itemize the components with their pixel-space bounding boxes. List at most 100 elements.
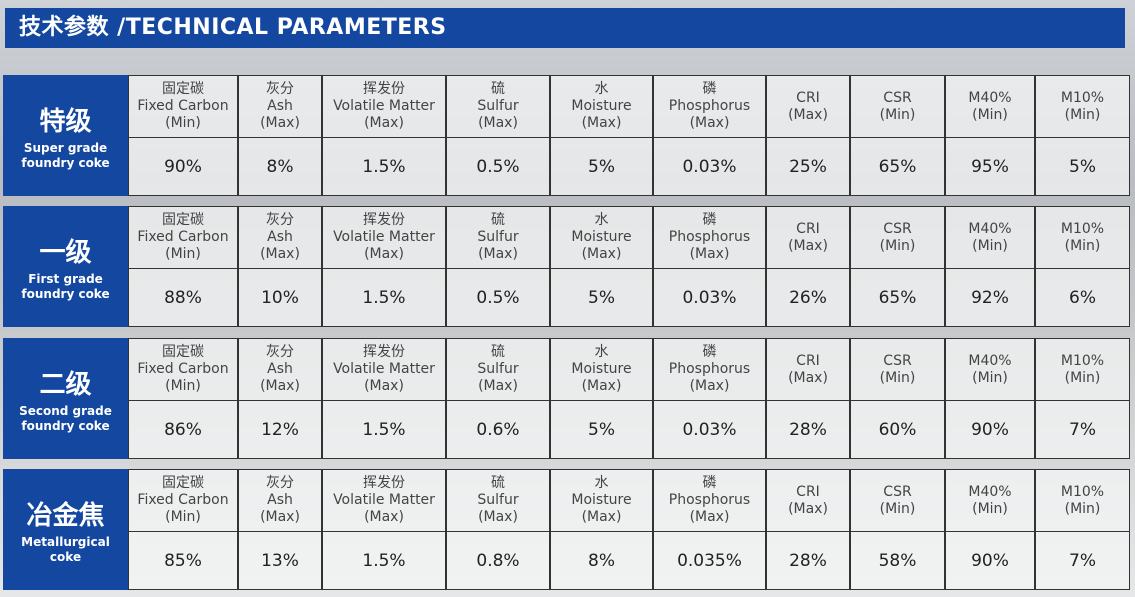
value-cell: 65% — [850, 268, 945, 327]
header-line: 磷 — [702, 81, 717, 97]
column-header: CRI (Max) — [766, 75, 850, 138]
header-line: 水 — [594, 81, 609, 97]
value-text: 8% — [588, 550, 615, 571]
value-cell: 0.03% — [653, 268, 766, 327]
grade-name-line: Second grade — [19, 404, 112, 418]
value-text: 26% — [789, 287, 827, 308]
header-line: 灰分 — [266, 81, 294, 97]
header-line: Fixed Carbon — [137, 492, 229, 508]
value-cell: 86% — [128, 400, 238, 459]
column-header: 固定碳 Fixed Carbon (Min) — [128, 338, 238, 401]
header-line: Sulfur — [477, 229, 519, 245]
value-cell: 8% — [238, 137, 322, 196]
value-cell: 58% — [850, 531, 945, 590]
grade-table: 冶金焦 Metallurgical coke 固定碳 Fixed Carbon (Min)… — [3, 469, 1130, 590]
header-line: 磷 — [702, 212, 717, 228]
header-line: Moisture — [571, 361, 632, 377]
value-text: 12% — [261, 419, 299, 440]
column-header: 磷 Phosphorus (Max) — [653, 338, 766, 401]
column-header: M40% (Min) — [945, 469, 1035, 532]
grade-name-cn: 特级 — [39, 107, 92, 137]
value-text: 58% — [878, 550, 917, 571]
value-cell: 1.5% — [322, 268, 446, 327]
header-line: Moisture — [571, 229, 632, 245]
header-line: (Min) — [879, 106, 916, 123]
column-header: 灰分 Ash (Max) — [238, 469, 322, 532]
value-cell: 13% — [238, 531, 322, 590]
value-text: 90% — [971, 419, 1009, 440]
value-cell: 0.03% — [653, 137, 766, 196]
grade-name-line: foundry coke — [21, 156, 110, 170]
header-line: M10% — [1060, 483, 1105, 500]
header-line: (Min) — [879, 369, 916, 386]
value-cell: 5% — [550, 268, 653, 327]
value-cell: 90% — [945, 531, 1035, 590]
header-line: 水 — [594, 475, 609, 491]
value-text: 28% — [789, 550, 827, 571]
header-line: (Min) — [165, 378, 201, 394]
value-text: 10% — [261, 287, 299, 308]
value-text: 0.03% — [682, 287, 737, 308]
value-cell: 1.5% — [322, 137, 446, 196]
header-line: (Max) — [581, 509, 622, 525]
column-header: 挥发份 Volatile Matter (Max) — [322, 338, 446, 401]
grade-name-line: First grade — [28, 272, 103, 286]
value-cell: 92% — [945, 268, 1035, 327]
column-header: M40% (Min) — [945, 338, 1035, 401]
header-line: (Max) — [788, 369, 828, 386]
value-cell: 5% — [550, 137, 653, 196]
value-text: 92% — [971, 287, 1009, 308]
column-header: CRI (Max) — [766, 338, 850, 401]
header-line: (Max) — [260, 509, 300, 525]
header-line: CSR — [883, 220, 912, 237]
header-line: 硫 — [491, 212, 505, 228]
header-line: (Max) — [689, 246, 730, 262]
value-text: 0.5% — [476, 156, 520, 177]
value-cell: 7% — [1035, 400, 1130, 459]
column-header: 灰分 Ash (Max) — [238, 206, 322, 269]
header-line: (Min) — [1064, 237, 1101, 254]
header-line: 固定碳 — [162, 81, 204, 97]
header-line: Phosphorus — [668, 98, 751, 114]
header-line: (Min) — [165, 246, 201, 262]
header-line: (Min) — [165, 115, 201, 131]
column-header: 灰分 Ash (Max) — [238, 75, 322, 138]
value-text: 90% — [164, 156, 202, 177]
column-header: 固定碳 Fixed Carbon (Min) — [128, 75, 238, 138]
column-header: CSR (Min) — [850, 469, 945, 532]
column-header: 水 Moisture (Max) — [550, 206, 653, 269]
column-header: 灰分 Ash (Max) — [238, 338, 322, 401]
header-line: Ash — [267, 492, 293, 508]
value-text: 0.5% — [476, 287, 520, 308]
value-text: 0.8% — [476, 550, 520, 571]
header-line: M40% — [968, 483, 1012, 500]
header-line: 硫 — [491, 81, 505, 97]
header-line: (Max) — [788, 237, 828, 254]
value-cell: 26% — [766, 268, 850, 327]
grade-table: 特级 Super grade foundry coke 固定碳 Fixed Carbon… — [3, 75, 1130, 196]
value-cell: 88% — [128, 268, 238, 327]
header-line: Fixed Carbon — [137, 361, 229, 377]
header-line: 水 — [594, 212, 609, 228]
header-line: (Max) — [364, 509, 404, 525]
title-bar: 技术参数 /TECHNICAL PARAMETERS — [5, 8, 1125, 48]
grade-name-en: Metallurgical coke — [3, 535, 128, 565]
header-line: 磷 — [702, 344, 717, 360]
header-line: Phosphorus — [668, 361, 751, 377]
value-cell: 8% — [550, 531, 653, 590]
header-line: 挥发份 — [363, 212, 405, 228]
value-cell: 1.5% — [322, 400, 446, 459]
grade-cell: 冶金焦 Metallurgical coke — [3, 469, 128, 590]
header-line: (Max) — [478, 378, 518, 394]
header-line: (Min) — [1064, 106, 1101, 123]
header-line: Ash — [267, 98, 293, 114]
header-line: 固定碳 — [162, 475, 204, 491]
header-line: Sulfur — [477, 361, 519, 377]
value-text: 5% — [1069, 156, 1096, 177]
header-line: M40% — [968, 89, 1012, 106]
column-header: 固定碳 Fixed Carbon (Min) — [128, 469, 238, 532]
header-line: 挥发份 — [363, 475, 405, 491]
header-line: (Max) — [478, 115, 518, 131]
column-header: 磷 Phosphorus (Max) — [653, 206, 766, 269]
header-line: (Max) — [689, 509, 730, 525]
